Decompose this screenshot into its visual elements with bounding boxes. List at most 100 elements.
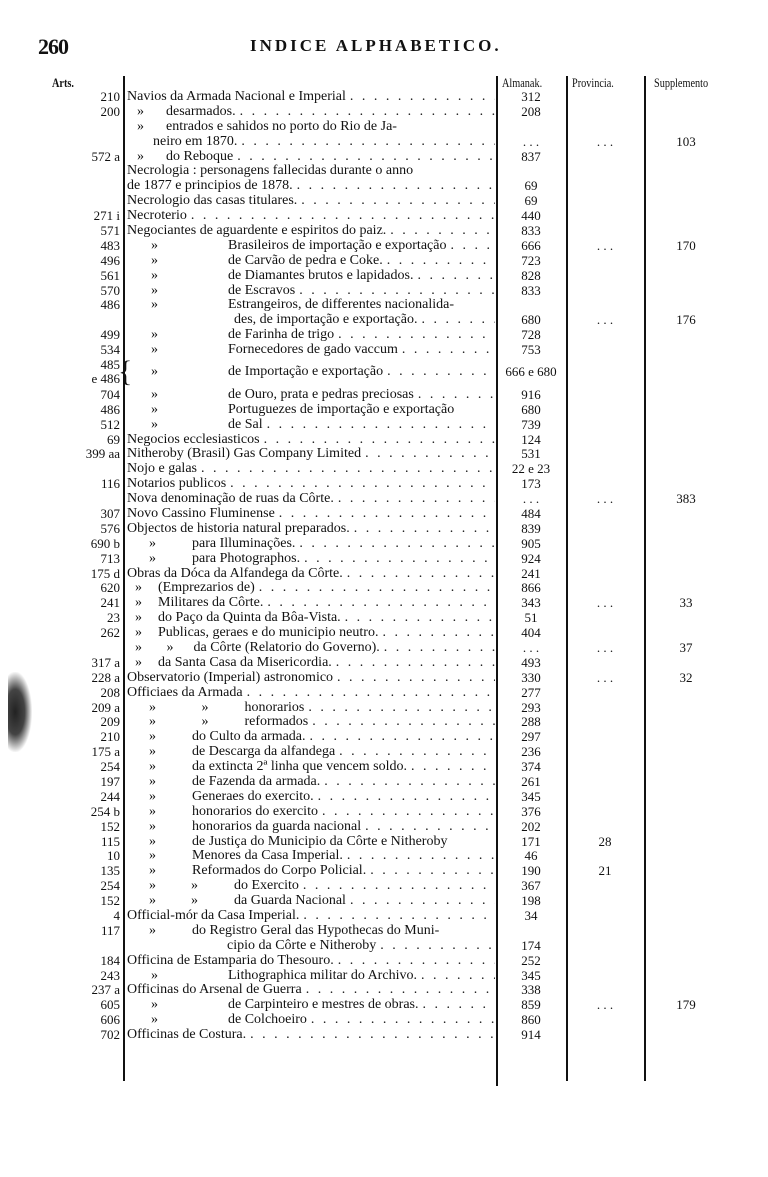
dot-leader <box>378 626 495 641</box>
table-row: 576 Objectos de historia natural preparad… <box>0 520 768 537</box>
dot-leader <box>243 686 495 701</box>
table-row: 254 » » do Exercito 367 <box>0 878 768 894</box>
article-number: 254 <box>100 759 121 775</box>
entry-text: Notarios publicos <box>127 477 227 492</box>
entry-text: desarmados. <box>166 104 236 119</box>
index-entry: » de Sal <box>127 418 495 433</box>
column-divider-entry <box>496 76 498 1086</box>
dot-leader <box>275 507 495 522</box>
table-row: 209 a » » honorarios 293 <box>0 699 768 716</box>
index-entry: » de Fazenda da armada. <box>127 775 495 790</box>
dot-leader <box>263 418 495 433</box>
entry-text: honorarios do exercito <box>192 804 318 819</box>
dot-leader <box>346 894 495 909</box>
article-number: 496 <box>100 252 121 268</box>
article-number: 197 <box>100 773 121 789</box>
index-entry: » Brasileiros de importação e exportação <box>127 239 495 254</box>
index-entry: » (Emprezarios de) <box>127 581 495 596</box>
ditto-mark: » » <box>149 700 209 715</box>
entry-text: neiro em 1870. <box>153 134 238 149</box>
article-number: 576 <box>100 520 121 536</box>
dot-leader <box>320 775 495 790</box>
index-entry: » » da Côrte (Relatorio do Governo). <box>127 641 495 656</box>
almanak-page: 293 <box>521 699 541 715</box>
almanak-page: 493 <box>521 654 541 670</box>
ditto-mark: » <box>149 804 156 819</box>
almanak-page: 171 <box>521 833 541 849</box>
almanak-page: 905 <box>521 535 541 551</box>
dot-leader <box>343 849 495 864</box>
table-row: 690 b » para Illuminações. 905 <box>0 535 768 552</box>
table-row: 606 » de Colchoeiro 860 <box>0 1012 768 1028</box>
table-row: de 1877 e principios de 1878. 69 <box>0 178 768 194</box>
ditto-mark: » <box>149 745 156 760</box>
ditto-mark: » <box>151 998 158 1013</box>
entry-text: do Reboque <box>166 149 234 164</box>
entry-text: Negocios ecclesiasticos <box>127 432 260 447</box>
supplemento-page: 176 <box>676 312 696 328</box>
index-entry: » de Farinha de trigo <box>127 328 495 343</box>
index-entry: » de Carpinteiro e mestres de obras. <box>127 998 495 1013</box>
dot-leader <box>295 284 495 299</box>
table-row: Nojo e galas 22 e 23 <box>0 461 768 477</box>
index-entry: Nitheroby (Brasil) Gas Company Limited <box>127 447 495 462</box>
entry-text: Necroterio <box>127 209 187 224</box>
almanak-page: 236 <box>521 744 541 760</box>
almanak-page: 837 <box>521 148 541 164</box>
index-entry: » » da Guarda Nacional <box>127 894 495 909</box>
ditto-mark: » <box>149 923 156 938</box>
entry-text: Official-mór da Casa Imperial. <box>127 909 300 923</box>
dot-leader <box>318 805 495 820</box>
entry-text: Necrologio das casas titulares. <box>127 194 298 209</box>
article-number: 10 <box>107 848 120 864</box>
entry-text: da Santa Casa da Misericordia. <box>158 655 332 670</box>
almanak-page: 343 <box>521 595 541 611</box>
index-entry: » desarmados. <box>127 105 495 120</box>
column-divider-almanak <box>566 76 568 1081</box>
dot-leader <box>332 656 495 671</box>
almanak-page: 860 <box>521 1012 541 1028</box>
index-entry: Officinas de Costura. <box>127 1028 495 1043</box>
entry-text: Nitheroby (Brasil) Gas Company Limited <box>127 447 362 462</box>
entry-text: de Fazenda da armada. <box>192 774 321 789</box>
table-row: 512 » de Sal 739 <box>0 416 768 433</box>
index-entry: » de Diamantes brutos e lapidados. <box>127 269 495 284</box>
article-number: 135 <box>100 863 121 879</box>
provincia-page: . . . <box>596 595 614 611</box>
almanak-page: 924 <box>521 550 541 566</box>
ditto-mark: » <box>149 834 156 849</box>
article-number: 570 <box>100 282 121 298</box>
article-number: 254 <box>100 878 121 894</box>
ditto-mark: » <box>151 365 158 380</box>
dot-leader <box>293 179 495 194</box>
article-number: 399 aa <box>85 446 120 462</box>
article-number: 512 <box>100 416 121 432</box>
article-number: 499 <box>100 327 121 343</box>
article-number: 4 <box>113 908 121 923</box>
dot-leader <box>446 239 495 254</box>
table-row: 570 » de Escravos 833 <box>0 282 768 299</box>
ditto-mark: » » <box>149 879 198 894</box>
ditto-mark: » » <box>135 640 174 655</box>
supplemento-page: 32 <box>679 669 693 685</box>
article-number: 200 <box>100 103 121 119</box>
entry-text: Lithographica militar do Archivo. <box>228 968 417 983</box>
index-entry: » Portuguezes de importação e exportação <box>127 403 495 418</box>
dot-leader <box>334 492 495 507</box>
index-entry: Notarios publicos <box>127 477 495 492</box>
entry-text: de Sal <box>228 417 263 432</box>
article-number: 244 <box>100 788 121 804</box>
almanak-page: 34 <box>524 908 538 923</box>
ditto-mark: » <box>149 730 156 745</box>
ditto-mark: » <box>151 328 158 343</box>
table-row: 10 » Menores da Casa Imperial. 46 <box>0 849 768 864</box>
provincia-page: 28 <box>598 833 612 849</box>
entry-text: honorarios da guarda nacional <box>192 819 362 834</box>
almanak-page: 914 <box>521 1027 541 1043</box>
table-row: 499 » de Farinha de trigo 728 <box>0 327 768 343</box>
table-row: 713 » para Photographos. 924 <box>0 550 768 567</box>
dot-leader <box>260 433 495 448</box>
supplemento-page: 170 <box>676 237 696 253</box>
table-row: 561 » de Diamantes brutos e lapidados. 828 <box>0 268 768 284</box>
entry-text: Nojo e galas <box>127 462 197 477</box>
